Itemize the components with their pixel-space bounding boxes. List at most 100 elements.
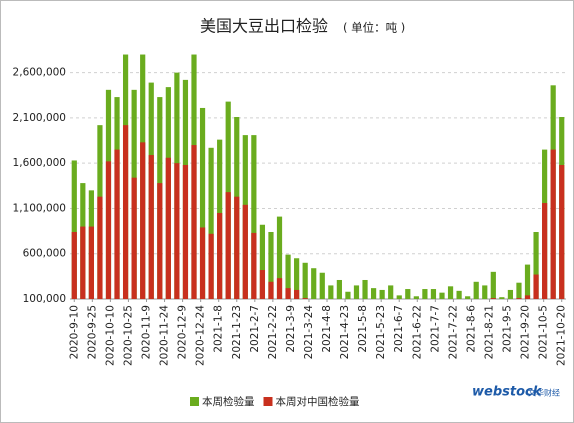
y-tick-label: 600,000 xyxy=(23,248,66,260)
bar xyxy=(191,145,197,299)
bar xyxy=(199,227,206,299)
bar xyxy=(396,295,402,299)
x-tick-label: 2021-1-23 xyxy=(231,305,243,359)
x-tick-label: 2020-11-24 xyxy=(159,305,171,366)
bar xyxy=(302,262,308,299)
bar xyxy=(294,289,300,299)
bar xyxy=(71,231,77,299)
bar xyxy=(336,279,342,299)
bar xyxy=(251,135,257,299)
bar xyxy=(328,285,334,299)
x-tick-label: 2021-3-24 xyxy=(303,305,315,360)
bar xyxy=(208,233,214,299)
x-tick-label: 2020-12-9 xyxy=(177,305,189,359)
bar xyxy=(165,157,171,299)
x-tick-label: 2021-10-20 xyxy=(556,305,568,366)
bar xyxy=(362,279,368,299)
legend-label: 本周对中国检验量 xyxy=(276,395,360,408)
legend-swatch xyxy=(263,397,273,406)
bar xyxy=(174,163,180,299)
x-tick-label: 2021-8-6 xyxy=(465,305,477,353)
bar xyxy=(259,224,266,299)
bar xyxy=(294,258,300,299)
x-tick-label: 2020-9-25 xyxy=(86,305,98,359)
x-tick-label: 2021-2-7 xyxy=(249,305,261,353)
bar xyxy=(285,288,291,299)
x-tick-label: 2020-9-10 xyxy=(68,305,80,359)
bar xyxy=(430,289,437,299)
bar xyxy=(71,160,77,299)
bar xyxy=(516,282,522,299)
x-tick-label: 2021-10-5 xyxy=(538,305,550,359)
bar xyxy=(105,161,112,299)
x-tick-label: 2021-1-8 xyxy=(213,305,225,353)
x-tick-label: 2020-12-24 xyxy=(195,305,207,366)
y-tick-label: 1,600,000 xyxy=(13,157,66,169)
logo-sub: 文华财经 xyxy=(528,388,560,398)
bar xyxy=(490,271,496,299)
y-tick-label: 2,600,000 xyxy=(13,67,66,79)
x-tick-label: 2021-9-5 xyxy=(502,305,514,353)
bar xyxy=(122,125,129,299)
x-tick-label: 2021-3-9 xyxy=(285,305,297,353)
bar xyxy=(302,298,308,299)
bar xyxy=(242,204,248,299)
bar xyxy=(405,289,411,299)
bar xyxy=(259,270,266,299)
bar xyxy=(319,272,325,299)
bar xyxy=(370,288,377,299)
bar xyxy=(276,278,283,299)
bar xyxy=(533,231,539,299)
bar xyxy=(80,226,86,299)
bar xyxy=(388,285,394,299)
bar xyxy=(490,298,496,299)
bar xyxy=(199,107,206,299)
bar xyxy=(507,289,514,299)
bar xyxy=(285,254,291,299)
x-tick-label: 2021-4-8 xyxy=(321,305,333,353)
bar xyxy=(550,149,556,299)
x-tick-label: 2021-6-22 xyxy=(411,305,423,359)
bar xyxy=(268,231,274,299)
x-tick-label: 2021-2-22 xyxy=(267,305,279,359)
bar xyxy=(482,285,488,299)
logo: webstock xyxy=(472,385,543,400)
x-tick-label: 2021-5-8 xyxy=(357,305,369,353)
bar xyxy=(447,286,454,299)
legend-label: 本周检验量 xyxy=(202,395,255,408)
x-tick-label: 2021-8-21 xyxy=(484,305,496,359)
y-tick-label: 100,000 xyxy=(23,293,66,305)
x-tick-label: 2020-10-10 xyxy=(104,305,116,366)
bar xyxy=(148,155,154,299)
chart-title: 美国大豆出口检验 xyxy=(200,17,328,36)
bar xyxy=(182,164,189,299)
bar xyxy=(524,295,531,299)
bar xyxy=(353,285,360,299)
bar xyxy=(225,192,231,299)
x-tick-label: 2021-7-7 xyxy=(429,305,441,353)
bar xyxy=(234,196,240,299)
bar xyxy=(379,289,385,299)
x-tick-label: 2021-4-23 xyxy=(339,305,351,359)
bar xyxy=(114,149,120,299)
bar xyxy=(516,298,522,299)
y-tick-label: 2,100,000 xyxy=(13,112,66,124)
x-tick-label: 2021-9-20 xyxy=(520,305,532,359)
bar xyxy=(422,289,428,299)
bar xyxy=(439,292,445,299)
bar xyxy=(97,196,103,299)
bar xyxy=(499,297,505,299)
bar xyxy=(465,296,471,299)
bar xyxy=(251,232,257,299)
chart-subtitle: ( 单位：吨 ) xyxy=(343,21,405,35)
bar xyxy=(542,203,548,299)
bar xyxy=(524,264,531,299)
x-tick-label: 2021-5-23 xyxy=(375,305,387,359)
bar xyxy=(268,281,274,299)
bar xyxy=(533,274,539,299)
bar xyxy=(131,177,137,299)
bar xyxy=(140,142,146,299)
bar xyxy=(559,164,565,299)
bar xyxy=(276,216,283,299)
